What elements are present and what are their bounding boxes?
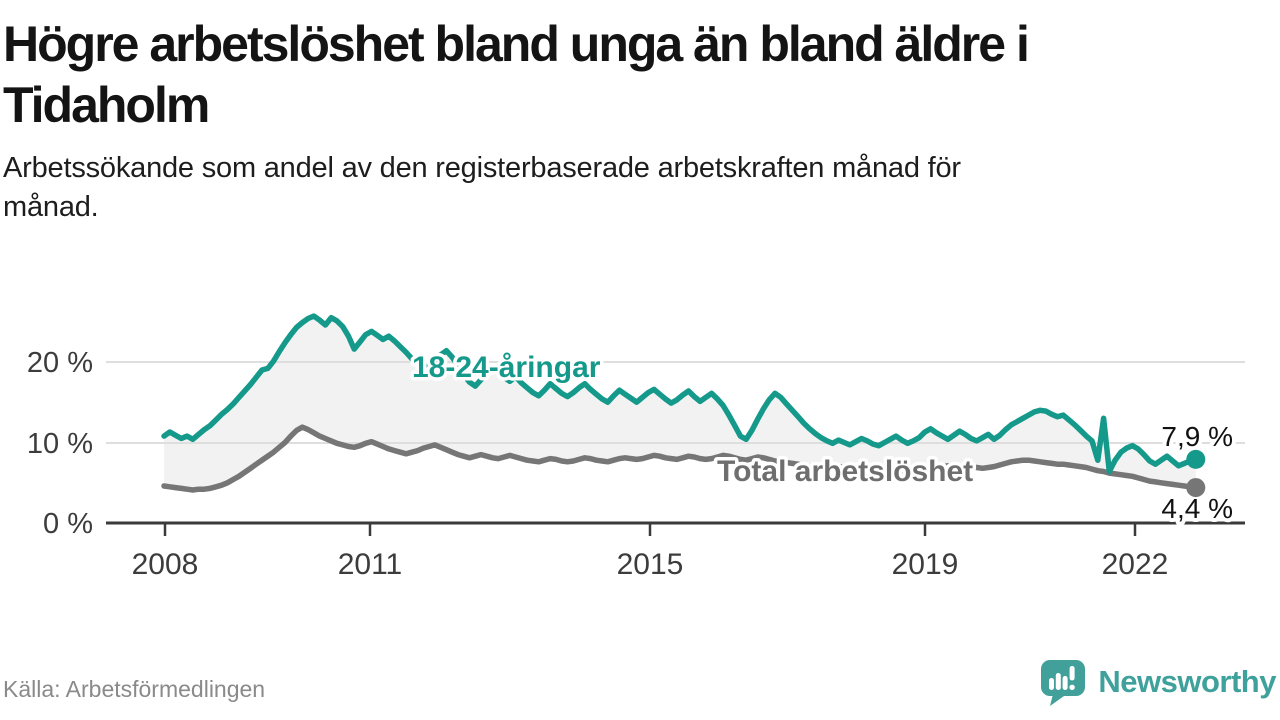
unemployment-line-chart: 20 % 10 % 0 % 2008 2011 2015 2019 2022 1… xyxy=(27,313,1245,581)
logo-bar-2 xyxy=(1056,673,1062,690)
newsworthy-bubble-icon xyxy=(1041,660,1086,706)
subtitle-line-1: Arbetssökande som andel av den registerb… xyxy=(3,152,961,184)
y-tick-label-0: 0 % xyxy=(43,508,93,540)
y-tick-label-10: 10 % xyxy=(27,428,93,460)
series-label-youth: 18-24-åringar xyxy=(412,351,601,384)
brand-wordmark: Newsworthy xyxy=(1098,664,1276,699)
x-tick-label-2022: 2022 xyxy=(1102,548,1169,581)
x-tick-label-2011: 2011 xyxy=(338,548,403,581)
x-tick-label-2008: 2008 xyxy=(132,548,199,581)
youth-line xyxy=(161,313,1199,475)
end-label-youth: 7,9 % xyxy=(1161,421,1233,452)
end-label-total: 4,4 % xyxy=(1161,493,1233,524)
page-subtitle: Arbetssökande som andel av den registerb… xyxy=(3,149,1279,227)
x-tick-label-2015: 2015 xyxy=(617,548,684,581)
logo-exclamation-bar xyxy=(1069,666,1075,681)
y-tick-label-20: 20 % xyxy=(27,347,93,379)
source-note: Källa: Arbetsförmedlingen xyxy=(3,676,266,702)
total-end-dot xyxy=(1186,478,1206,498)
title-line-2: Tidaholm xyxy=(3,77,210,133)
x-tick-label-2019: 2019 xyxy=(892,548,959,581)
page-title: Högre arbetslöshet bland unga än bland ä… xyxy=(3,14,1279,136)
logo-bar-1 xyxy=(1049,678,1055,690)
series-label-total: Total arbetslöshet xyxy=(717,455,973,488)
title-line-1: Högre arbetslöshet bland unga än bland ä… xyxy=(3,16,1030,72)
newsworthy-logo: Newsworthy xyxy=(1039,658,1276,706)
youth-end-dot xyxy=(1186,449,1206,469)
logo-exclamation-dot xyxy=(1069,684,1076,690)
logo-bar-3 xyxy=(1062,676,1068,690)
subtitle-line-2: månad. xyxy=(3,191,99,223)
total-line xyxy=(161,424,1199,493)
chart-header: Högre arbetslöshet bland unga än bland ä… xyxy=(3,14,1279,227)
